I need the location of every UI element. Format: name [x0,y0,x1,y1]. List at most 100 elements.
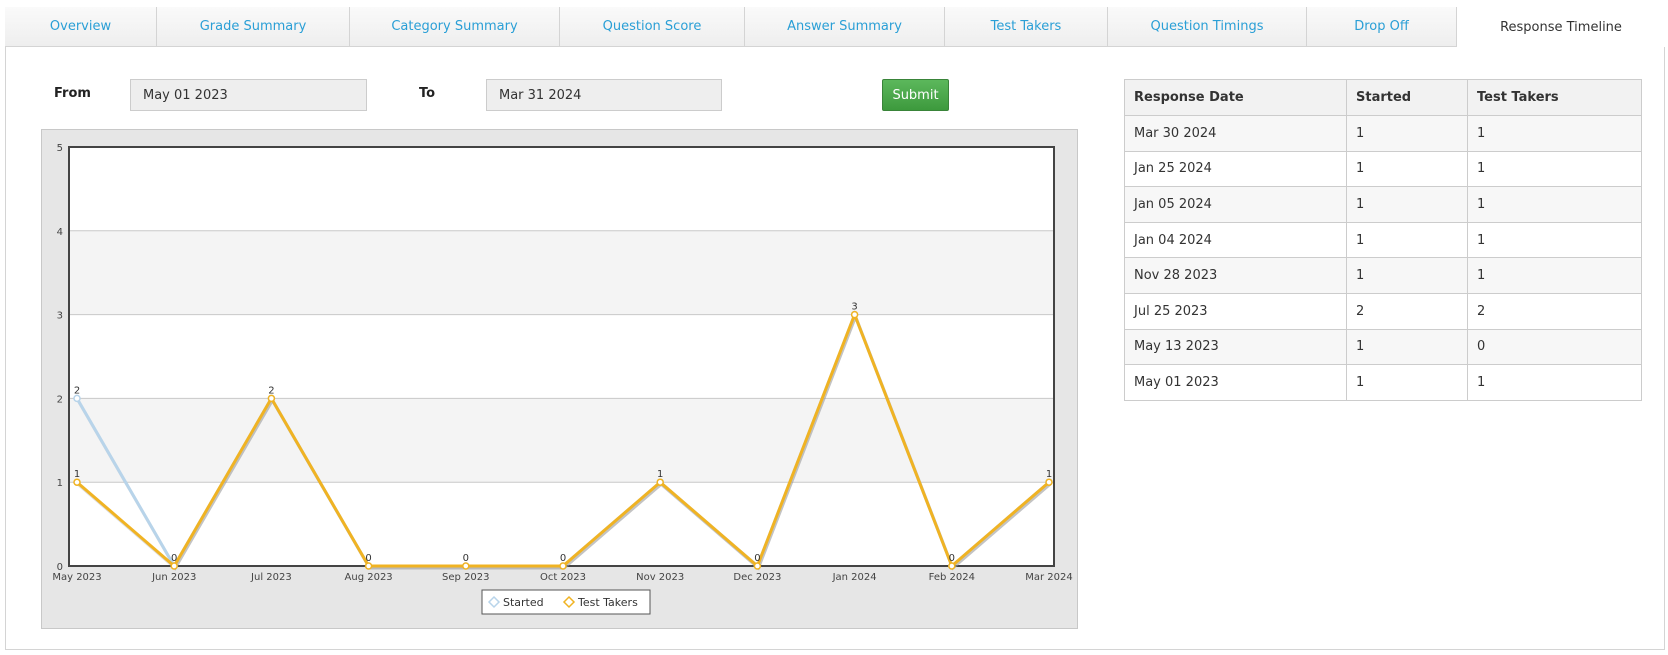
cell-test-takers: 1 [1467,257,1642,294]
table-row: Mar 30 2024 1 1 [1124,115,1642,152]
legend-label: Test Takers [577,596,638,609]
x-tick-label: Jan 2024 [832,572,877,583]
data-label: 2 [74,385,80,396]
response-table: Response Date Started Test Takers Mar 30… [1124,79,1642,401]
x-tick-label: Sep 2023 [442,572,489,583]
x-tick-label: Nov 2023 [636,572,684,583]
cell-date: Jul 25 2023 [1124,292,1347,330]
line-chart: 0 1 2 3 4 5 May 2023 Jun 2023 Jul 2023 Aug 2023 Se… [52,143,1073,615]
submit-button[interactable]: Submit [882,79,949,111]
tab-overview[interactable]: Overview [5,7,157,47]
cell-date: May 13 2023 [1124,328,1347,366]
data-point [462,562,470,570]
tab-bar: Overview Grade Summary Category Summary Que… [5,7,1665,47]
data-label: 0 [463,553,469,564]
y-tick-label: 3 [57,311,63,322]
cell-started: 1 [1346,115,1468,152]
header-test-takers: Test Takers [1467,79,1642,116]
table-row: May 01 2023 1 1 [1124,364,1642,401]
cell-date: Jan 25 2024 [1124,150,1347,188]
chart-container: 0 1 2 3 4 5 May 2023 Jun 2023 Jul 2023 Aug 2023 Se… [41,129,1078,629]
x-tick-label: Feb 2024 [929,572,975,583]
y-tick-label: 0 [57,562,63,573]
y-tick-label: 2 [57,394,63,405]
data-point [1045,478,1053,486]
data-label: 0 [754,553,760,564]
x-tick-label: Jun 2023 [151,572,196,583]
data-point [559,562,567,570]
tab-category-summary[interactable]: Category Summary [350,7,560,47]
cell-test-takers: 1 [1467,115,1642,152]
tab-response-timeline[interactable]: Response Timeline [1457,7,1665,47]
x-tick-label: May 2023 [52,572,101,583]
cell-started: 1 [1346,328,1468,366]
table-row: Jan 04 2024 1 1 [1124,221,1642,259]
data-point [170,562,178,570]
tab-question-score[interactable]: Question Score [560,7,745,47]
cell-started: 1 [1346,257,1468,294]
x-tick-label: Aug 2023 [345,572,393,583]
table-header-row: Response Date Started Test Takers [1124,79,1642,116]
y-tick-label: 1 [57,478,63,489]
tab-question-timings[interactable]: Question Timings [1108,7,1307,47]
data-point [656,478,664,486]
data-label: 0 [365,553,371,564]
from-label: From [54,86,91,101]
data-point [364,562,373,570]
cell-started: 1 [1346,150,1468,188]
cell-date: Nov 28 2023 [1124,257,1347,294]
table-row: Jan 25 2024 1 1 [1124,150,1642,188]
data-label: 0 [949,553,955,564]
cell-test-takers: 1 [1467,150,1642,188]
legend-marker-icon [487,595,501,609]
tab-test-takers[interactable]: Test Takers [945,7,1108,47]
data-point [753,562,762,570]
data-label: 1 [657,469,663,480]
y-tick-label: 4 [57,227,63,238]
cell-date: Jan 05 2024 [1124,186,1347,223]
cell-date: May 01 2023 [1124,364,1347,401]
grid-band [69,398,1054,483]
data-label: 2 [268,385,274,396]
table-row: May 13 2023 1 0 [1124,328,1642,366]
table-row: Nov 28 2023 1 1 [1124,257,1642,294]
x-tick-label: Oct 2023 [540,572,586,583]
x-tick-label: Dec 2023 [733,572,781,583]
cell-started: 1 [1346,221,1468,259]
y-tick-label: 5 [57,143,63,154]
data-point [73,478,81,486]
data-point [267,394,276,403]
cell-started: 2 [1346,292,1468,330]
x-tick-label: Mar 2024 [1025,572,1073,583]
cell-test-takers: 0 [1467,328,1642,366]
to-date-input[interactable]: Mar 31 2024 [486,79,722,111]
cell-test-takers: 1 [1467,186,1642,223]
legend-marker-icon [562,595,576,609]
tab-answer-summary[interactable]: Answer Summary [745,7,945,47]
from-date-input[interactable]: May 01 2023 [130,79,367,111]
header-started: Started [1346,79,1468,116]
tab-drop-off[interactable]: Drop Off [1307,7,1457,47]
cell-test-takers: 1 [1467,221,1642,259]
to-label: To [419,86,436,101]
header-response-date: Response Date [1124,79,1347,116]
data-label: 0 [560,553,566,564]
data-point [850,310,859,319]
tab-grade-summary[interactable]: Grade Summary [157,7,350,47]
cell-started: 1 [1346,186,1468,223]
cell-test-takers: 2 [1467,292,1642,330]
grid-band [69,230,1054,315]
plot-area [69,147,1054,566]
legend-label: Started [503,596,544,609]
data-label: 1 [74,469,80,480]
data-label: 3 [851,302,857,313]
table-row: Jul 25 2023 2 2 [1124,292,1642,330]
cell-date: Mar 30 2024 [1124,115,1347,152]
data-label: 0 [171,553,177,564]
table-row: Jan 05 2024 1 1 [1124,186,1642,223]
data-point [948,562,956,570]
legend: Started Test Takers [481,589,651,615]
cell-started: 1 [1346,364,1468,401]
cell-date: Jan 04 2024 [1124,221,1347,259]
data-label: 1 [1046,469,1052,480]
